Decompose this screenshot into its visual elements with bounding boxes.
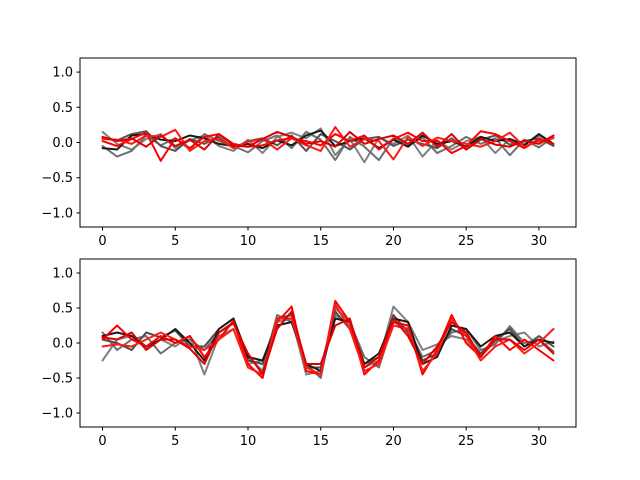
top-series-lines (101, 126, 555, 164)
top-x-tick-label-6: 30 (531, 234, 548, 249)
top-x-tick-label-2: 10 (240, 234, 257, 249)
bottom-y-axis: 1.0 0.5 0.0 −0.5 −1.0 (41, 267, 80, 422)
bottom-x-tick-label-6: 30 (531, 434, 548, 449)
top-x-tick-label-1: 5 (171, 234, 179, 249)
bottom-x-tick-label-5: 25 (458, 434, 475, 449)
top-x-tick-label-0: 0 (98, 234, 106, 249)
top-subplot: 0 5 10 15 20 25 30 1.0 0.5 0.0 −0.5 −1.0 (41, 57, 577, 249)
top-series-line-6 (101, 126, 555, 161)
bottom-series-line-7 (101, 310, 555, 376)
bottom-y-tick-label-1: 0.5 (52, 302, 73, 317)
bottom-y-tick-label-0: 1.0 (52, 267, 73, 282)
bottom-y-tick-label-4: −1.0 (41, 407, 73, 422)
bottom-series-lines (101, 300, 555, 379)
bottom-subplot: 0 5 10 15 20 25 30 1.0 0.5 0.0 −0.5 −1.0 (41, 258, 577, 449)
top-x-axis: 0 5 10 15 20 25 30 (98, 227, 547, 249)
bottom-x-tick-label-4: 20 (385, 434, 402, 449)
bottom-x-tick-label-0: 0 (98, 434, 106, 449)
top-y-tick-label-4: −1.0 (41, 206, 73, 221)
bottom-y-tick-label-3: −0.5 (41, 372, 73, 387)
top-x-tick-label-3: 15 (312, 234, 329, 249)
top-x-tick-label-5: 25 (458, 234, 475, 249)
bottom-x-axis: 0 5 10 15 20 25 30 (98, 427, 547, 449)
bottom-x-tick-label-3: 15 (312, 434, 329, 449)
bottom-y-tick-label-2: 0.0 (52, 337, 73, 352)
top-x-tick-label-4: 20 (385, 234, 402, 249)
top-y-tick-label-0: 1.0 (52, 66, 73, 81)
top-y-tick-label-3: −0.5 (41, 171, 73, 186)
top-y-tick-label-2: 0.0 (52, 136, 73, 151)
top-y-tick-label-1: 0.5 (52, 101, 73, 116)
bottom-x-tick-label-2: 10 (240, 434, 257, 449)
top-y-axis: 1.0 0.5 0.0 −0.5 −1.0 (41, 66, 80, 221)
top-series-line-7 (101, 130, 555, 151)
bottom-x-tick-label-1: 5 (171, 434, 179, 449)
